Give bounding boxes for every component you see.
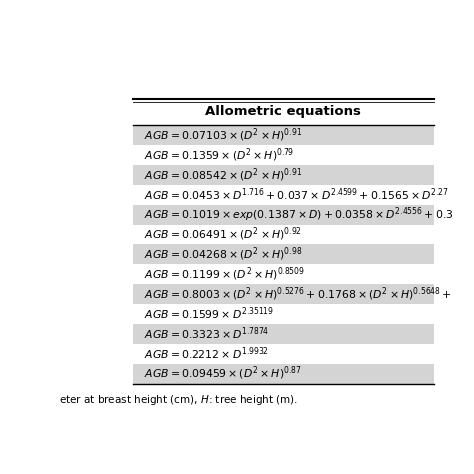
Text: $AGB = 0.1359 \times(D^2\times H)^{0.79}$: $AGB = 0.1359 \times(D^2\times H)^{0.79}… [144, 146, 294, 164]
Text: $AGB = 0.09459 \times (D^2\times H)^{0.87}$: $AGB = 0.09459 \times (D^2\times H)^{0.8… [144, 365, 301, 383]
Text: $AGB = 0.3323 \times D^{1.7874}$: $AGB = 0.3323 \times D^{1.7874}$ [144, 326, 269, 342]
Text: $AGB = 0.8003 \times(D^2\times H)^{0.5276}+0.1768 \times(D^2\times H)^{0.5648}+$: $AGB = 0.8003 \times(D^2\times H)^{0.527… [144, 285, 452, 303]
Bar [133, 284, 434, 304]
Text: $AGB = 0.04268 \times(D^2\times H)^{0.98}$: $AGB = 0.04268 \times(D^2\times H)^{0.98… [144, 246, 302, 263]
Bar [133, 125, 434, 145]
Bar [133, 245, 434, 264]
Text: $AGB = 0.1199 \times(D^2\times H)^{0.8509}$: $AGB = 0.1199 \times(D^2\times H)^{0.850… [144, 265, 305, 283]
Text: $AGB = 0.2212 \times D^{1.9932}$: $AGB = 0.2212 \times D^{1.9932}$ [144, 346, 269, 362]
Bar [133, 205, 434, 225]
Text: eter at breast height (cm), $H$: tree height (m).: eter at breast height (cm), $H$: tree he… [59, 392, 299, 407]
Text: Allometric equations: Allometric equations [205, 106, 361, 118]
Bar [133, 364, 434, 383]
Text: $AGB = 0.1019 \times exp(0.1387 \times D)+0.0358 \times D^{2.4556}+0.3$: $AGB = 0.1019 \times exp(0.1387 \times D… [144, 205, 453, 224]
Text: $AGB = 0.06491 \times(D^2\times H)^{0.92}$: $AGB = 0.06491 \times(D^2\times H)^{0.92… [144, 226, 301, 243]
Text: $AGB = 0.1599 \times D^{2.35119}$: $AGB = 0.1599 \times D^{2.35119}$ [144, 306, 274, 322]
Text: $AGB = 0.0453 \times D^{1.716}+0.037 \times D^{2.4599}+0.1565 \times D^{2.27}$: $AGB = 0.0453 \times D^{1.716}+0.037 \ti… [144, 186, 448, 203]
Text: $AGB = 0.08542 \times(D^2\times H)^{0.91}$: $AGB = 0.08542 \times(D^2\times H)^{0.91… [144, 166, 302, 183]
Text: $AGB = 0.07103 \times(D^2\times H)^{0.91}$: $AGB = 0.07103 \times(D^2\times H)^{0.91… [144, 126, 302, 144]
Bar [133, 165, 434, 185]
Bar [133, 324, 434, 344]
